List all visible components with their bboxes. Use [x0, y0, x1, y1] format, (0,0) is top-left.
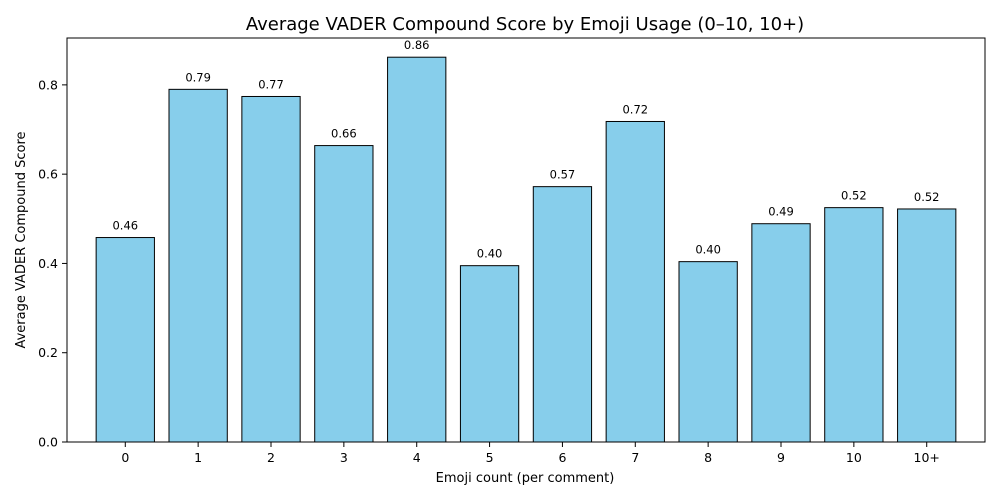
bar [241, 95, 301, 443]
data-label: 0.86 [404, 38, 430, 52]
chart-title: Average VADER Compound Score by Emoji Us… [246, 14, 804, 35]
bar [678, 261, 738, 443]
data-label: 0.52 [841, 189, 867, 203]
y-tick-label: 0.2 [38, 345, 58, 360]
bar [168, 88, 228, 443]
data-label: 0.77 [258, 77, 284, 91]
x-tick-label: 9 [777, 450, 785, 465]
y-tick-label: 0.0 [38, 435, 58, 450]
plot-area: 0.460.790.770.660.860.400.570.720.400.49… [38, 37, 986, 465]
bar [824, 207, 884, 443]
data-label: 0.79 [185, 70, 211, 84]
y-axis-label: Average VADER Compound Score [14, 131, 29, 348]
data-label: 0.40 [477, 247, 503, 261]
data-label: 0.52 [914, 190, 940, 204]
bar [751, 223, 811, 443]
data-label: 0.40 [695, 243, 721, 257]
bar [532, 186, 593, 443]
x-tick-label: 3 [340, 450, 348, 465]
x-tick-label: 5 [486, 450, 494, 465]
x-tick-label: 1 [194, 450, 202, 465]
data-label: 0.57 [550, 168, 576, 182]
bar [459, 265, 520, 443]
plot-frame [66, 37, 986, 443]
bar [95, 237, 155, 443]
y-tick-label: 0.4 [38, 256, 58, 271]
data-label: 0.66 [331, 127, 357, 141]
bar [605, 120, 665, 443]
data-label: 0.46 [112, 219, 138, 233]
bar [314, 145, 374, 443]
data-label: 0.49 [768, 205, 794, 219]
x-tick-label: 0 [121, 450, 129, 465]
x-axis-label: Emoji count (per comment) [436, 471, 615, 486]
bar [387, 56, 447, 443]
x-tick-label: 10+ [914, 450, 940, 465]
x-tick-label: 10 [846, 450, 862, 465]
x-tick-label: 7 [631, 450, 639, 465]
x-tick-label: 2 [267, 450, 275, 465]
x-tick-label: 8 [704, 450, 712, 465]
bar [897, 208, 957, 443]
data-label: 0.72 [622, 102, 648, 116]
x-tick-label: 4 [413, 450, 421, 465]
y-tick-label: 0.8 [38, 77, 58, 92]
x-tick-label: 6 [558, 450, 566, 465]
y-tick-label: 0.6 [38, 167, 58, 182]
